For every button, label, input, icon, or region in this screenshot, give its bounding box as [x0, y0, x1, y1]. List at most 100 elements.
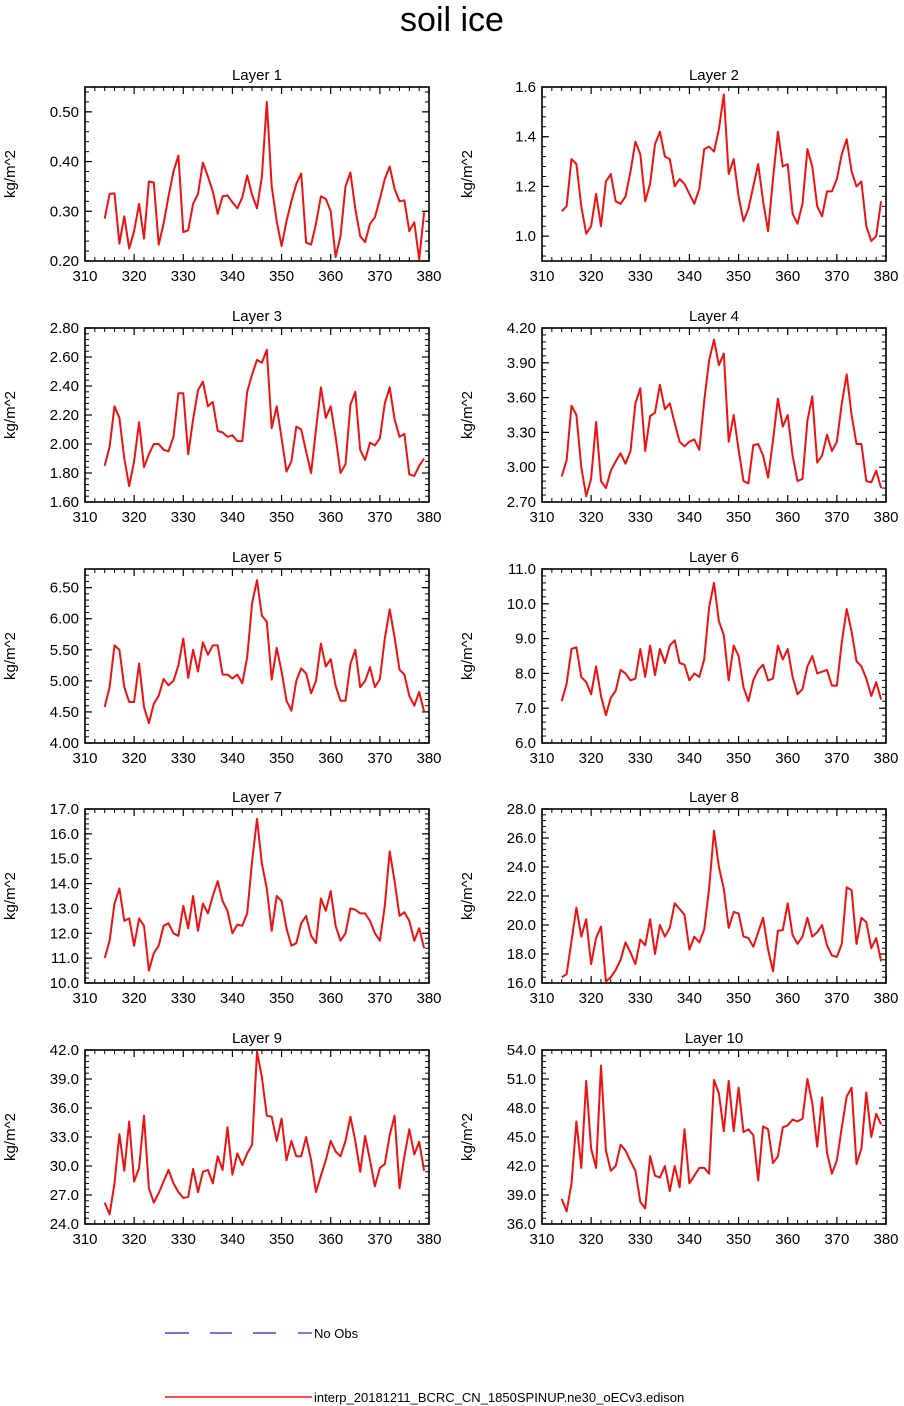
x-tick-label: 380 [416, 509, 441, 526]
x-tick-label: 360 [318, 509, 343, 526]
y-tick-label: 10.0 [50, 975, 79, 992]
x-tick-label: 340 [677, 990, 702, 1007]
x-tick-label: 320 [122, 1231, 147, 1248]
x-tick-label: 350 [269, 750, 294, 767]
y-tick-label: 5.00 [50, 673, 79, 690]
x-tick-label: 370 [367, 509, 392, 526]
x-tick-label: 360 [318, 1231, 343, 1248]
plot-frame [84, 568, 430, 744]
x-tick-label: 330 [628, 990, 653, 1007]
x-tick-label: 330 [628, 509, 653, 526]
x-tick-label: 340 [220, 1231, 245, 1248]
y-tick-label: 51.0 [507, 1071, 536, 1088]
plot-frame [84, 1049, 430, 1225]
y-tick-label: 2.00 [50, 436, 79, 453]
x-tick-label: 370 [367, 750, 392, 767]
y-tick-label: 27.0 [50, 1187, 79, 1204]
y-tick-label: 6.50 [50, 580, 79, 597]
y-tick-label: 33.0 [50, 1129, 79, 1146]
series-line [103, 348, 425, 488]
y-tick-label: 42.0 [507, 1158, 536, 1175]
y-tick-label: 1.6 [515, 79, 536, 96]
y-axis-label: kg/m^2 [459, 391, 476, 439]
y-tick-label: 45.0 [507, 1129, 536, 1146]
x-tick-label: 330 [171, 268, 196, 285]
plot-frame [541, 86, 887, 262]
x-tick-label: 320 [122, 509, 147, 526]
y-tick-label: 7.0 [515, 700, 536, 717]
x-tick-label: 370 [367, 268, 392, 285]
y-tick-label: 14.0 [50, 876, 79, 893]
x-tick-label: 380 [873, 268, 898, 285]
x-tick-label: 370 [824, 990, 849, 1007]
y-axis-label: kg/m^2 [2, 150, 19, 198]
y-tick-label: 0.40 [50, 154, 79, 171]
series-line [560, 1064, 883, 1213]
y-axis-label: kg/m^2 [2, 1113, 19, 1161]
y-tick-label: 28.0 [507, 801, 536, 818]
x-tick-label: 340 [220, 509, 245, 526]
x-tick-label: 320 [579, 750, 604, 767]
legend-obs-label: No Obs [314, 1326, 359, 1341]
y-tick-label: 24.0 [507, 859, 536, 876]
x-tick-label: 350 [269, 1231, 294, 1248]
x-tick-label: 310 [529, 750, 554, 767]
y-tick-label: 42.0 [50, 1042, 79, 1059]
x-tick-label: 320 [579, 1231, 604, 1248]
series-line [560, 581, 883, 717]
chart-title: Layer 1 [232, 67, 282, 84]
y-tick-label: 36.0 [507, 1216, 536, 1233]
chart-panel-9: Layer 9 kg/m^2 310 320 330 340 350 360 370 380 24.… [2, 1030, 442, 1248]
plot-frame [84, 86, 430, 262]
plot-frame [541, 568, 887, 744]
plot-frame [541, 1049, 887, 1225]
x-tick-label: 380 [873, 509, 898, 526]
x-tick-label: 380 [416, 1231, 441, 1248]
x-tick-label: 360 [775, 509, 800, 526]
x-tick-label: 330 [171, 509, 196, 526]
chart-title: Layer 9 [232, 1030, 282, 1047]
series-line [560, 93, 883, 243]
chart-title: Layer 10 [685, 1030, 743, 1047]
x-tick-label: 340 [220, 750, 245, 767]
series-line [103, 100, 426, 261]
y-tick-label: 2.40 [50, 378, 79, 395]
y-tick-label: 36.0 [50, 1100, 79, 1117]
chart-panel-6: Layer 6 kg/m^2 310 320 330 340 350 360 370 380 6.0… [459, 549, 899, 767]
x-tick-label: 350 [726, 1231, 751, 1248]
y-tick-label: 17.0 [50, 801, 79, 818]
x-tick-label: 340 [220, 268, 245, 285]
y-tick-label: 6.0 [515, 735, 536, 752]
x-tick-label: 330 [171, 990, 196, 1007]
y-tick-label: 11.0 [51, 950, 79, 967]
x-tick-label: 310 [72, 509, 97, 526]
y-tick-label: 9.0 [515, 631, 536, 648]
y-tick-label: 15.0 [50, 851, 79, 868]
x-tick-label: 340 [677, 509, 702, 526]
y-tick-label: 3.60 [507, 390, 536, 407]
y-tick-label: 39.0 [507, 1187, 536, 1204]
x-tick-label: 370 [824, 1231, 849, 1248]
y-axis-label: kg/m^2 [459, 872, 476, 920]
y-tick-label: 54.0 [507, 1042, 536, 1059]
chart-panel-10: Layer 10 kg/m^2 310 320 330 340 350 360 370 380 36… [459, 1030, 899, 1248]
x-tick-label: 320 [122, 268, 147, 285]
y-tick-label: 20.0 [507, 917, 536, 934]
x-tick-label: 380 [873, 750, 898, 767]
y-tick-label: 11.0 [508, 561, 536, 578]
chart-panel-7: Layer 7 kg/m^2 310 320 330 340 350 360 370 380 10.… [2, 789, 442, 1007]
x-tick-label: 330 [628, 750, 653, 767]
chart-title: Layer 7 [232, 789, 282, 806]
x-tick-label: 330 [171, 1231, 196, 1248]
y-tick-label: 0.30 [50, 203, 79, 220]
x-tick-label: 340 [677, 268, 702, 285]
page-title: soil ice [400, 1, 504, 39]
x-tick-label: 320 [122, 990, 147, 1007]
y-tick-label: 2.60 [50, 349, 79, 366]
x-tick-label: 330 [628, 1231, 653, 1248]
x-tick-label: 310 [529, 1231, 554, 1248]
y-tick-label: 6.00 [50, 611, 79, 628]
legend-model-label: interp_20181211_BCRC_CN_1850SPINUP.ne30_… [314, 1390, 684, 1405]
y-tick-label: 1.4 [515, 129, 536, 146]
x-tick-label: 380 [416, 750, 441, 767]
